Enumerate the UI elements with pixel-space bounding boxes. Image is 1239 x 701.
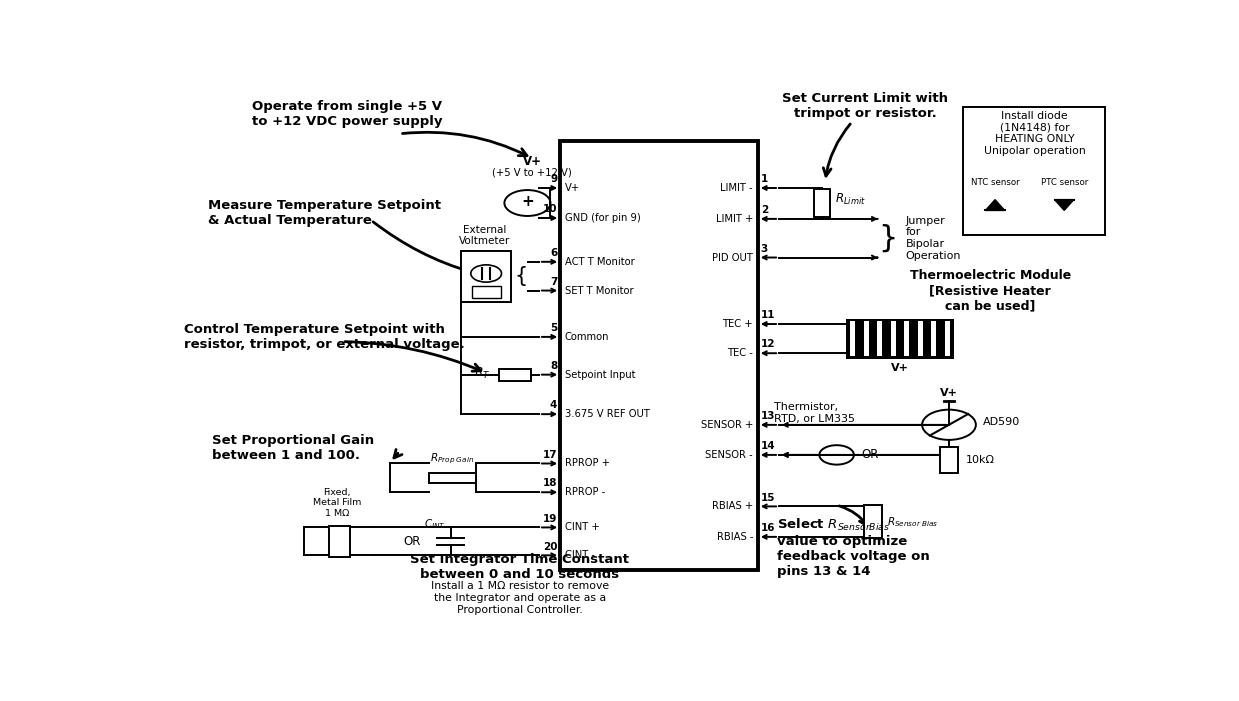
Text: 13: 13 [761,411,776,421]
Text: V+: V+ [891,363,909,373]
Bar [864,321,869,356]
Bar [940,447,958,473]
Text: 2: 2 [761,205,768,215]
Text: $R_{Limit}$: $R_{Limit}$ [835,191,866,207]
Bar [560,141,758,570]
Text: 12: 12 [761,339,776,349]
Text: 10: 10 [543,204,558,215]
Text: Fixed,
Metal Film
1 MΩ: Fixed, Metal Film 1 MΩ [313,488,362,518]
Bar [472,285,501,297]
Text: $R_{Prop\ Gain}$: $R_{Prop\ Gain}$ [430,451,475,466]
Text: V+: V+ [565,183,580,193]
Text: 9: 9 [550,175,558,184]
Text: CINT -: CINT - [565,550,595,560]
Text: SET T Monitor: SET T Monitor [565,285,633,296]
Bar [430,473,476,483]
Text: TEC +: TEC + [722,319,753,329]
Text: OR: OR [404,535,421,548]
Text: 5: 5 [550,323,558,333]
Bar [865,505,882,538]
Text: ACT T Monitor: ACT T Monitor [565,257,634,267]
Text: 17: 17 [543,450,558,460]
Text: LIMIT -: LIMIT - [720,183,753,193]
Text: CINT +: CINT + [565,522,600,533]
Text: 11: 11 [761,311,776,320]
Bar [846,319,954,359]
Polygon shape [985,200,1005,210]
Text: +: + [522,194,534,209]
Text: (+5 V to +12 V): (+5 V to +12 V) [492,168,572,177]
Text: 7: 7 [550,277,558,287]
Text: $R_{Sensor\ Bias}$: $R_{Sensor\ Bias}$ [887,515,938,529]
Text: Set Proportional Gain
between 1 and 100.: Set Proportional Gain between 1 and 100. [213,434,374,462]
Text: 15: 15 [761,493,776,503]
Text: PID OUT: PID OUT [712,252,753,262]
Text: 18: 18 [543,479,558,489]
Text: 8: 8 [550,361,558,371]
Bar [945,321,950,356]
Text: NTC sensor: NTC sensor [971,177,1020,186]
Text: LIMIT +: LIMIT + [716,214,753,224]
Text: $R_T$: $R_T$ [475,366,491,381]
Text: 19: 19 [543,514,558,524]
Bar [850,321,855,356]
Text: V+: V+ [940,388,958,397]
Text: Operate from single +5 V
to +12 VDC power supply: Operate from single +5 V to +12 VDC powe… [252,100,442,128]
Text: Common: Common [565,332,610,342]
Bar [814,189,830,217]
Text: GND (for pin 9): GND (for pin 9) [565,213,641,223]
Bar [932,321,937,356]
Text: TEC -: TEC - [727,348,753,358]
Text: Select $R_{Sensor Bias}$
value to optimize
feedback voltage on
pins 13 & 14: Select $R_{Sensor Bias}$ value to optimi… [777,517,929,578]
Text: V+: V+ [523,156,541,168]
Text: 14: 14 [761,441,776,451]
Bar [328,526,349,557]
Text: 20: 20 [543,542,558,552]
Polygon shape [1054,200,1074,210]
Text: Thermistor,
RTD, or LM335: Thermistor, RTD, or LM335 [774,402,855,424]
Text: OR: OR [861,449,878,461]
Text: RPROP +: RPROP + [565,458,610,468]
Bar [877,321,882,356]
Text: }: } [878,224,897,252]
Text: 3.675 V REF OUT: 3.675 V REF OUT [565,409,649,419]
Text: RBIAS +: RBIAS + [712,501,753,512]
Text: Setpoint Input: Setpoint Input [565,369,636,380]
Text: 3: 3 [761,244,768,254]
Text: 10kΩ: 10kΩ [966,456,995,465]
Text: PTC sensor: PTC sensor [1041,177,1088,186]
Text: Set Current Limit with
trimpot or resistor.: Set Current Limit with trimpot or resist… [783,92,948,120]
Text: Thermoelectric Module
[Resistive Heater
can be used]: Thermoelectric Module [Resistive Heater … [909,269,1070,312]
Text: AD590: AD590 [983,416,1020,426]
Text: 16: 16 [761,523,776,533]
Text: 6: 6 [550,248,558,258]
Text: Measure Temperature Setpoint
& Actual Temperature: Measure Temperature Setpoint & Actual Te… [208,198,441,226]
Text: Jumper
for
Bipolar
Operation: Jumper for Bipolar Operation [906,216,961,261]
Text: RPROP -: RPROP - [565,487,605,497]
Bar [891,321,896,356]
Text: $C_{INT}$: $C_{INT}$ [424,517,446,531]
Text: Control Temperature Setpoint with
resistor, trimpot, or external voltage.: Control Temperature Setpoint with resist… [183,322,465,350]
Bar [904,321,909,356]
Text: 4: 4 [550,400,558,410]
Text: {: { [514,266,528,286]
Bar [964,107,1105,236]
Bar [461,250,512,302]
Text: RBIAS -: RBIAS - [716,532,753,542]
Text: Install a 1 MΩ resistor to remove
the Integrator and operate as a
Proportional C: Install a 1 MΩ resistor to remove the In… [431,581,608,615]
Text: 1: 1 [761,175,768,184]
Text: SENSOR -: SENSOR - [705,450,753,460]
Text: Install diode
(1N4148) for
HEATING ONLY
Unipolar operation: Install diode (1N4148) for HEATING ONLY … [984,111,1085,156]
Bar [498,369,532,381]
Text: SENSOR +: SENSOR + [701,420,753,430]
Text: External
Voltmeter: External Voltmeter [458,224,510,246]
Text: Set Integrator Time Constant
between 0 and 10 seconds: Set Integrator Time Constant between 0 a… [410,553,629,581]
Bar [918,321,923,356]
